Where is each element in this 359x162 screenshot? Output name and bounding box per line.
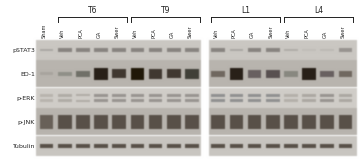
Text: p-JNK: p-JNK bbox=[18, 120, 35, 125]
Text: Veh: Veh bbox=[286, 29, 292, 38]
Text: Veh: Veh bbox=[133, 29, 138, 38]
Text: Swer: Swer bbox=[268, 25, 273, 38]
Text: GA: GA bbox=[250, 31, 255, 38]
Text: pSTAT3: pSTAT3 bbox=[12, 48, 35, 53]
Text: PCA: PCA bbox=[151, 28, 156, 38]
Text: GA: GA bbox=[97, 31, 102, 38]
Text: PCA: PCA bbox=[78, 28, 83, 38]
Text: GA: GA bbox=[323, 31, 328, 38]
Text: Swer: Swer bbox=[115, 25, 120, 38]
Text: T9: T9 bbox=[160, 6, 170, 15]
Text: PCA: PCA bbox=[232, 28, 237, 38]
Text: Veh: Veh bbox=[60, 29, 65, 38]
Text: ED-1: ED-1 bbox=[20, 72, 35, 77]
Text: PCA: PCA bbox=[304, 28, 309, 38]
Text: Swer: Swer bbox=[187, 25, 192, 38]
Text: Tubulin: Tubulin bbox=[13, 144, 35, 149]
Text: Veh: Veh bbox=[214, 29, 219, 38]
Text: Swer: Swer bbox=[341, 25, 346, 38]
Text: L4: L4 bbox=[314, 6, 323, 15]
Text: T6: T6 bbox=[88, 6, 97, 15]
Text: Sham: Sham bbox=[42, 24, 47, 38]
Text: L1: L1 bbox=[242, 6, 251, 15]
Text: GA: GA bbox=[169, 31, 174, 38]
Text: p-ERK: p-ERK bbox=[17, 96, 35, 101]
